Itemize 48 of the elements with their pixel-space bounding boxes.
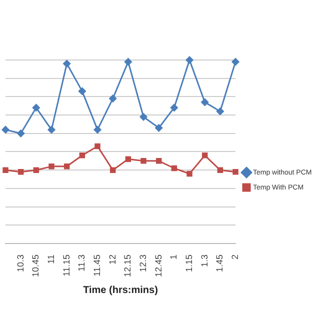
point: [155, 124, 163, 132]
point: [17, 130, 25, 138]
point: [94, 126, 102, 134]
point: [202, 152, 208, 158]
x-tick-label: 2: [230, 254, 240, 260]
point: [64, 164, 70, 170]
point: [201, 98, 209, 106]
point: [63, 60, 71, 68]
x-tick-label: 1.45: [214, 254, 225, 272]
x-tick-label: 1.15: [184, 254, 194, 272]
x-tick-label: 12.3: [138, 254, 148, 272]
point: [156, 158, 162, 164]
point: [48, 126, 56, 134]
point: [2, 167, 8, 173]
point: [140, 113, 148, 121]
x-tick-label: 10.45: [30, 254, 41, 278]
x-tick-label: 10.3: [15, 254, 26, 272]
point: [171, 165, 178, 172]
point: [186, 170, 192, 177]
x-tick-label: 11.45: [92, 254, 102, 276]
point: [232, 169, 238, 175]
point: [110, 167, 116, 173]
point: [186, 56, 194, 64]
point: [217, 167, 224, 173]
x-tick-label: 12.15: [122, 254, 133, 278]
x-tick-label: 11.3: [76, 254, 87, 272]
x-tick-label: 12.45: [153, 254, 164, 278]
x-axis-title: Time (hrs:mins): [83, 284, 158, 296]
point: [32, 104, 40, 112]
point: [140, 158, 146, 164]
x-tick-label: 1: [168, 254, 179, 260]
x-tick-label: 1.3: [199, 254, 210, 267]
x-tick-label: 11: [46, 254, 56, 264]
point: [124, 58, 132, 66]
x-tick-label: 11.15: [61, 254, 72, 276]
point: [2, 126, 10, 134]
point: [48, 164, 54, 170]
point: [18, 169, 24, 175]
point: [232, 58, 240, 66]
point: [216, 108, 224, 116]
point: [78, 87, 86, 95]
x-tick-label: 12: [107, 254, 118, 264]
point: [109, 94, 117, 102]
point: [79, 152, 86, 158]
point: [33, 167, 40, 173]
point: [170, 104, 178, 112]
point: [125, 156, 132, 162]
point: [94, 143, 100, 150]
